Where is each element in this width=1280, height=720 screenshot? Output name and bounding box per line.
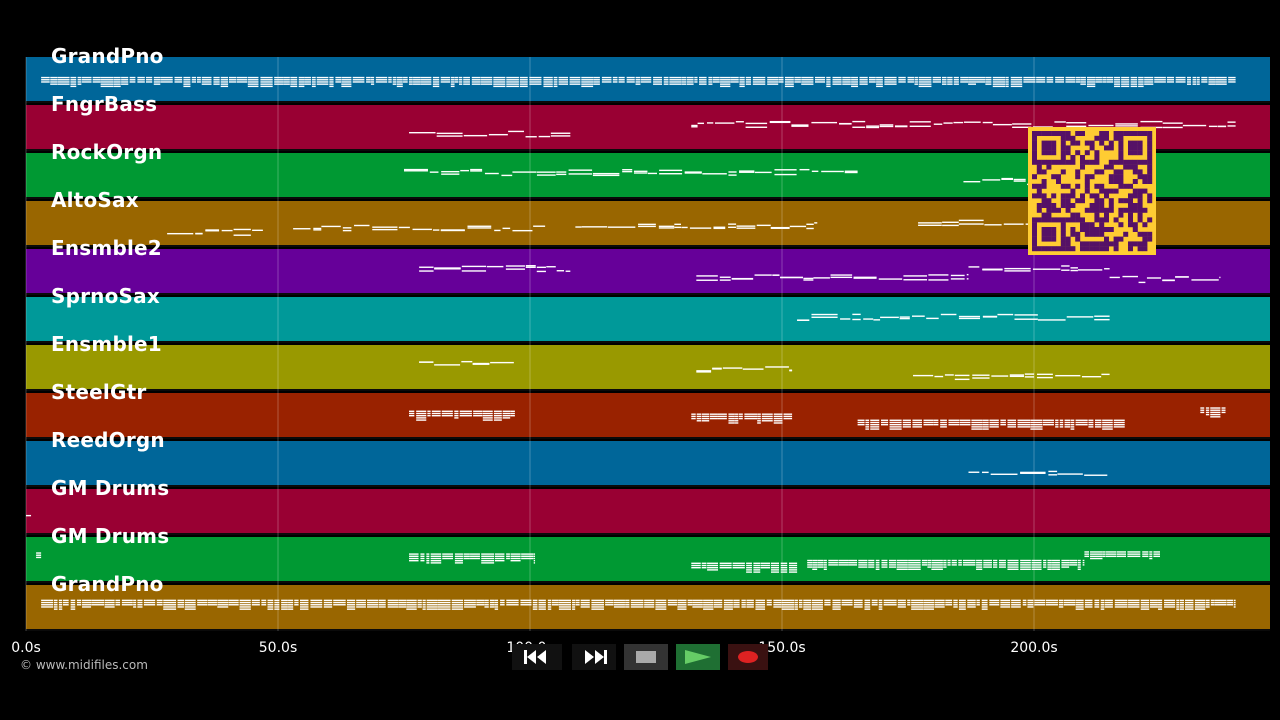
track-name: Ensmble2 [51, 236, 162, 260]
play-button[interactable] [676, 644, 720, 670]
fast-forward-button[interactable] [572, 644, 616, 670]
copyright-text: © www.midifiles.com [20, 658, 148, 672]
track-name: GM Drums [51, 476, 170, 500]
record-button[interactable] [728, 644, 768, 670]
track-row[interactable] [26, 345, 1270, 391]
track-name: GM Drums [51, 524, 170, 548]
time-tick-label: 200.0s [1010, 640, 1058, 656]
track-row[interactable] [26, 489, 1270, 535]
time-tick-label: 0.0s [11, 640, 41, 656]
track-row[interactable] [26, 297, 1270, 343]
track-row[interactable] [26, 537, 1270, 583]
stop-icon [636, 651, 656, 663]
track-name: ReedOrgn [51, 428, 165, 452]
fast-forward-icon [585, 650, 607, 664]
track-name: FngrBass [51, 92, 158, 116]
track-row[interactable] [26, 585, 1270, 631]
time-tick-label: 150.0s [758, 640, 806, 656]
rewind-button[interactable] [512, 644, 562, 670]
qr-code-icon[interactable] [1028, 127, 1156, 255]
stop-button[interactable] [624, 644, 668, 670]
track-name: Ensmble1 [51, 332, 162, 356]
time-tick-label: 50.0s [258, 640, 298, 656]
track-row[interactable] [26, 393, 1270, 439]
track-row[interactable] [26, 441, 1270, 487]
track-name: SteelGtr [51, 380, 147, 404]
track-name: RockOrgn [51, 140, 163, 164]
track-name: SprnoSax [51, 284, 160, 308]
rewind-icon [524, 650, 546, 664]
track-name: GrandPno [51, 44, 164, 68]
record-icon [738, 651, 758, 663]
track-name: AltoSax [51, 188, 139, 212]
play-icon [685, 650, 711, 664]
track-row[interactable] [26, 57, 1270, 103]
track-name: GrandPno [51, 572, 164, 596]
track-row[interactable] [26, 249, 1270, 295]
